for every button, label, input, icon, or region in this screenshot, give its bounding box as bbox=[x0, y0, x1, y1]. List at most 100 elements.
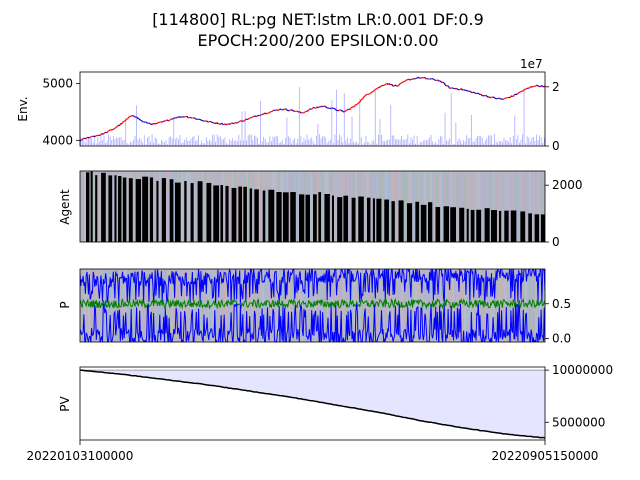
hold-bar bbox=[156, 180, 159, 242]
action-stripe bbox=[138, 269, 141, 342]
action-stripe bbox=[251, 171, 255, 242]
hold-bar bbox=[366, 197, 371, 242]
action-stripe bbox=[300, 269, 303, 342]
action-stripe bbox=[454, 269, 457, 342]
pv-right-tick-labels: 5000000 10000000 bbox=[545, 363, 613, 429]
action-stripe bbox=[375, 269, 378, 342]
hold-bar bbox=[174, 182, 181, 242]
env-right-tick-labels: 02 bbox=[545, 80, 560, 153]
action-stripe bbox=[397, 269, 400, 342]
action-stripe bbox=[524, 171, 528, 242]
hold-bar bbox=[498, 210, 502, 242]
pv-series bbox=[80, 369, 545, 439]
price-segment bbox=[408, 78, 411, 81]
price-segment bbox=[134, 116, 137, 118]
action-stripe bbox=[401, 269, 404, 342]
price-segment bbox=[502, 98, 505, 100]
action-stripe bbox=[460, 269, 463, 342]
price-segment bbox=[417, 76, 420, 79]
price-segment bbox=[343, 110, 346, 113]
action-stripe bbox=[106, 171, 109, 242]
hold-bar bbox=[470, 209, 475, 242]
price-segment bbox=[516, 92, 519, 95]
price-segment bbox=[460, 88, 463, 91]
agent-hold-bars bbox=[86, 171, 545, 242]
price-segment bbox=[292, 110, 295, 112]
action-stripe bbox=[433, 171, 437, 242]
price-segment bbox=[386, 83, 389, 85]
price-segment bbox=[358, 101, 361, 104]
hold-bar bbox=[534, 214, 540, 242]
price-segment bbox=[316, 106, 319, 109]
action-stripe bbox=[472, 171, 475, 242]
action-stripe bbox=[173, 171, 176, 242]
action-stripe bbox=[241, 171, 245, 242]
action-stripe bbox=[528, 269, 532, 342]
action-stripe bbox=[391, 269, 394, 342]
action-stripe bbox=[278, 269, 281, 342]
pv-line bbox=[80, 369, 545, 439]
price-segment bbox=[419, 77, 421, 79]
price-segment bbox=[371, 91, 374, 93]
price-segment bbox=[80, 138, 83, 141]
price-segment bbox=[349, 107, 352, 111]
x-start-label: 20220103100000 bbox=[27, 449, 134, 463]
price-segment bbox=[337, 109, 340, 112]
price-segment bbox=[245, 118, 248, 121]
price-segment bbox=[190, 116, 192, 119]
action-stripe bbox=[187, 269, 190, 342]
action-stripe bbox=[478, 269, 481, 342]
hold-bar bbox=[238, 186, 243, 242]
action-stripe bbox=[227, 269, 230, 342]
hold-bar bbox=[324, 194, 330, 242]
price-segment bbox=[350, 106, 353, 109]
panel-p: P 0.0 0.5 bbox=[58, 268, 571, 346]
action-stripe bbox=[522, 171, 526, 242]
price-segment bbox=[393, 84, 396, 87]
action-stripe bbox=[203, 171, 206, 242]
action-stripe bbox=[296, 171, 299, 242]
price-segment bbox=[94, 135, 97, 138]
price-segment bbox=[148, 122, 150, 125]
price-segment bbox=[509, 95, 512, 98]
action-stripe bbox=[237, 269, 241, 342]
price-segment bbox=[109, 129, 112, 131]
action-stripe bbox=[409, 269, 412, 342]
hold-bar bbox=[254, 189, 259, 242]
price-segment bbox=[279, 108, 282, 111]
price-segment bbox=[124, 118, 127, 122]
hold-bar bbox=[276, 192, 282, 242]
action-stripe bbox=[249, 269, 253, 342]
action-stripe bbox=[207, 269, 210, 342]
price-segment bbox=[285, 108, 288, 111]
agent-ylabel: Agent bbox=[58, 189, 72, 225]
action-stripe bbox=[449, 171, 453, 242]
action-stripe bbox=[520, 171, 524, 242]
price-segment bbox=[471, 91, 474, 94]
hold-bar bbox=[184, 181, 187, 242]
action-stripe bbox=[259, 269, 263, 342]
hold-bar bbox=[135, 179, 142, 242]
price-segment bbox=[141, 120, 144, 123]
price-segment bbox=[162, 120, 165, 123]
action-stripe bbox=[348, 171, 352, 242]
hold-bar bbox=[504, 210, 509, 242]
price-segment bbox=[380, 84, 383, 87]
price-segment bbox=[528, 86, 531, 89]
hold-bar bbox=[331, 195, 334, 242]
action-stripe bbox=[245, 171, 249, 242]
action-stripe bbox=[502, 269, 505, 342]
env-left-tick-labels: 4000 5000 bbox=[42, 76, 80, 147]
action-stripe bbox=[80, 171, 83, 242]
price-segment bbox=[126, 118, 128, 120]
action-stripe bbox=[110, 269, 113, 342]
action-stripe bbox=[112, 171, 115, 242]
price-segment bbox=[357, 102, 360, 104]
price-segment bbox=[133, 115, 135, 118]
action-stripe bbox=[181, 171, 184, 242]
hold-bar bbox=[197, 181, 203, 242]
price-segment bbox=[490, 96, 492, 99]
price-segment bbox=[305, 110, 307, 113]
hold-bar bbox=[313, 194, 317, 242]
action-stripe bbox=[538, 171, 542, 242]
